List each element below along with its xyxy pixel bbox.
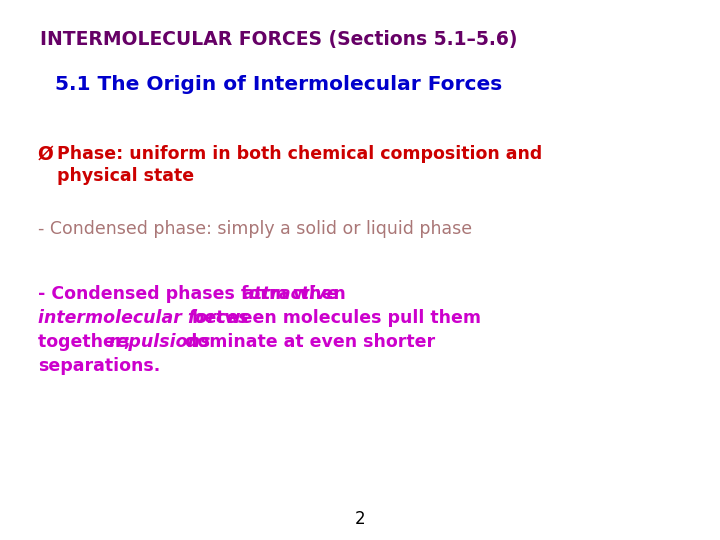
Text: attractive: attractive bbox=[243, 285, 338, 303]
Text: Phase: uniform in both chemical composition and: Phase: uniform in both chemical composit… bbox=[57, 145, 542, 163]
Text: 2: 2 bbox=[355, 510, 365, 528]
Text: 5.1 The Origin of Intermolecular Forces: 5.1 The Origin of Intermolecular Forces bbox=[55, 75, 503, 94]
Text: separations.: separations. bbox=[38, 357, 161, 375]
Text: - Condensed phase: simply a solid or liquid phase: - Condensed phase: simply a solid or liq… bbox=[38, 220, 472, 238]
Text: physical state: physical state bbox=[57, 167, 194, 185]
Text: intermolecular forces: intermolecular forces bbox=[38, 309, 248, 327]
Text: Ø: Ø bbox=[38, 145, 54, 164]
Text: - Condensed phases form when: - Condensed phases form when bbox=[38, 285, 352, 303]
Text: repulsions: repulsions bbox=[109, 333, 211, 351]
Text: between molecules pull them: between molecules pull them bbox=[186, 309, 481, 327]
Text: together;: together; bbox=[38, 333, 137, 351]
Text: INTERMOLECULAR FORCES (Sections 5.1–5.6): INTERMOLECULAR FORCES (Sections 5.1–5.6) bbox=[40, 30, 518, 49]
Text: dominate at even shorter: dominate at even shorter bbox=[179, 333, 435, 351]
